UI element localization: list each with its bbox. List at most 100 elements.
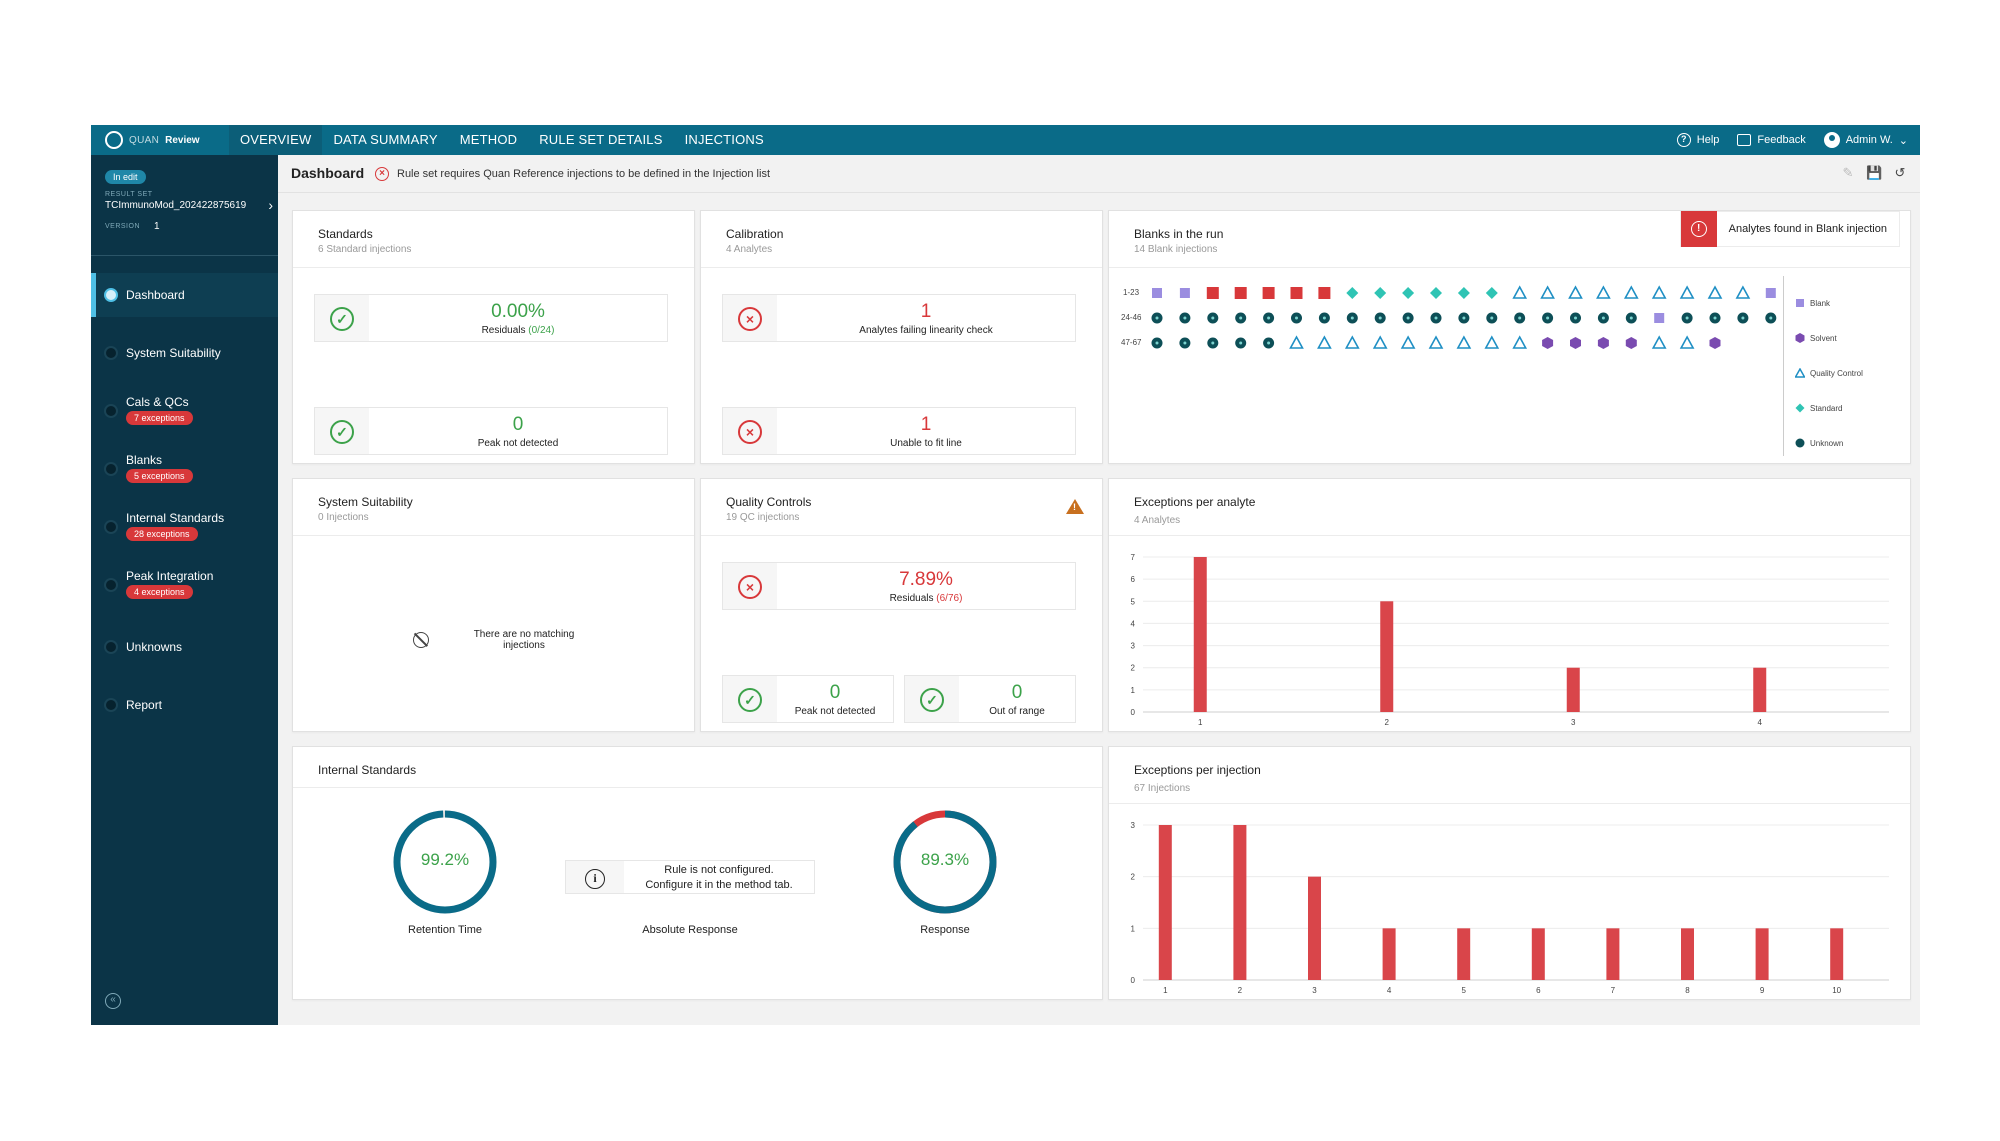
legend-divider [1783, 276, 1784, 456]
injection-symbol [1234, 287, 1247, 299]
y-tick-label: 3 [1131, 821, 1136, 830]
feedback-link[interactable]: Feedback [1737, 134, 1806, 146]
response-donut [893, 810, 997, 914]
metric-value: 1 [920, 301, 932, 322]
page-title: Dashboard [291, 165, 365, 181]
user-menu[interactable]: Admin W. ⌄ [1823, 132, 1908, 148]
unknown-dot-center [1462, 316, 1466, 320]
injection-symbol [1570, 337, 1581, 349]
app-logo[interactable]: QUAN Review [105, 130, 200, 150]
logo-mark-icon [105, 131, 123, 149]
warning-triangle-icon[interactable]: ! [1066, 499, 1084, 514]
sidebar-item-dashboard[interactable]: Dashboard [91, 273, 278, 317]
card-subtitle: 14 Blank injections [1134, 244, 1218, 255]
unknown-circle-icon [1795, 438, 1805, 448]
unknown-dot-center [1350, 316, 1354, 320]
check-circle-icon: ✓ [330, 420, 354, 444]
unknown-dot-center [1574, 316, 1577, 320]
user-avatar-icon [1823, 132, 1840, 148]
metric-label: Residuals (0/24) [481, 325, 555, 336]
y-tick-label: 2 [1131, 664, 1136, 673]
bar [1193, 557, 1207, 712]
unknown-dot-center [1267, 316, 1271, 320]
injection-symbol [1346, 287, 1359, 299]
bar [1382, 928, 1396, 980]
unknown-dot-center [1406, 316, 1410, 320]
nav-overview[interactable]: OVERVIEW [229, 125, 323, 155]
nav-injections[interactable]: INJECTIONS [684, 132, 764, 147]
x-tick-label: 3 [1312, 986, 1317, 995]
edit-pencil-icon[interactable]: ✎ [1842, 165, 1854, 180]
result-set-label: RESULT SET [105, 191, 153, 198]
exceptions-per-analyte-chart: 0 1 2 3 4 5 6 7 1 2 3 4 [1131, 553, 1889, 727]
main-nav: OVERVIEW DATA SUMMARY METHOD RULE SET DE… [229, 125, 775, 155]
help-label: Help [1696, 134, 1720, 146]
injection-symbol [1765, 288, 1776, 298]
exceptions-badge: 7 exceptions [126, 411, 193, 425]
header-actions: ✎ 💾 ↺ [1840, 165, 1908, 181]
sidebar-item-peak-integration[interactable]: Peak Integration 4 exceptions [91, 563, 278, 607]
nav-rule-set-details[interactable]: RULE SET DETAILS [539, 132, 663, 147]
metric-label: Residuals (6/76) [889, 593, 963, 604]
y-tick-label: 4 [1131, 619, 1136, 628]
chevron-right-icon[interactable]: › [268, 197, 273, 213]
metric-label: Peak not detected [477, 438, 559, 449]
y-tick-label: 5 [1131, 597, 1136, 606]
metric-value: 0 [1011, 682, 1023, 703]
metric-value: 0.00% [491, 301, 545, 322]
save-icon[interactable]: 💾 [1866, 165, 1883, 180]
status-dot-icon [104, 346, 118, 360]
help-link[interactable]: ? Help [1676, 133, 1720, 147]
error-circle-icon: × [738, 307, 762, 331]
unknown-dot-center [1378, 316, 1382, 320]
card-subtitle: 0 Injections [318, 512, 369, 523]
injection-symbol [1625, 337, 1637, 349]
bar [1457, 928, 1471, 980]
sidebar-item-unknowns[interactable]: Unknowns [91, 625, 278, 669]
retention-time-label: Retention Time [408, 924, 482, 936]
active-indicator [91, 273, 96, 317]
sidebar-item-cals-qcs[interactable]: Cals & QCs 7 exceptions [91, 389, 278, 433]
bar [1830, 928, 1844, 980]
quality-controls-card: Quality Controls 19 QC injections ! × 7.… [700, 478, 1103, 732]
unknown-dot-center [1629, 316, 1633, 320]
card-title: Calibration [726, 227, 784, 241]
blank-alert[interactable]: ! Analytes found in Blank injection [1679, 211, 1900, 247]
sidebar-item-internal-standards[interactable]: Internal Standards 28 exceptions [91, 505, 278, 549]
card-subtitle: 67 Injections [1134, 783, 1191, 794]
unknown-dot-center [1322, 316, 1326, 320]
unknown-dot-center [1239, 341, 1243, 345]
unknown-dot-center [1518, 316, 1522, 320]
internal-standards-card: Internal Standards 99.2% Retention Time … [292, 746, 1103, 1000]
nav-method[interactable]: METHOD [459, 132, 518, 147]
history-icon[interactable]: ↺ [1894, 165, 1906, 180]
top-bar: QUAN Review OVERVIEW DATA SUMMARY METHOD… [91, 125, 1920, 155]
linearity-metric: × 1 Analytes failing linearity check [722, 294, 1076, 342]
bar [1380, 601, 1394, 712]
system-suitability-card: System Suitability 0 Injections There ar… [292, 478, 695, 732]
sidebar-item-label: Internal Standards [126, 511, 225, 525]
unknown-dot-center [1183, 341, 1187, 345]
sidebar-item-system-suitability[interactable]: System Suitability [91, 331, 278, 375]
collapse-sidebar-icon[interactable]: « [105, 993, 121, 1009]
version-value: 1 [154, 221, 160, 232]
x-tick-label: 7 [1611, 986, 1616, 995]
bar [1681, 928, 1694, 980]
sidebar-item-blanks[interactable]: Blanks 5 exceptions [91, 447, 278, 491]
legend-solvent: Solvent [1795, 333, 1837, 343]
info-icon: i [585, 869, 605, 889]
x-tick-label: 4 [1387, 986, 1392, 995]
injection-symbol [1709, 337, 1721, 349]
sidebar-item-report[interactable]: Report [91, 683, 278, 727]
card-subtitle: 4 Analytes [726, 244, 773, 255]
injection-symbol [1290, 287, 1303, 299]
nav-data-summary[interactable]: DATA SUMMARY [333, 132, 438, 147]
unknown-dot-center [1546, 316, 1550, 320]
error-circle-icon: × [375, 167, 389, 181]
standard-diamond-icon [1795, 403, 1805, 413]
app-window: QUAN Review OVERVIEW DATA SUMMARY METHOD… [91, 125, 1920, 1025]
status-dot-icon [104, 404, 118, 418]
y-tick-label: 2 [1131, 873, 1136, 882]
injection-symbol [1485, 287, 1498, 299]
injection-symbol [1206, 287, 1219, 299]
